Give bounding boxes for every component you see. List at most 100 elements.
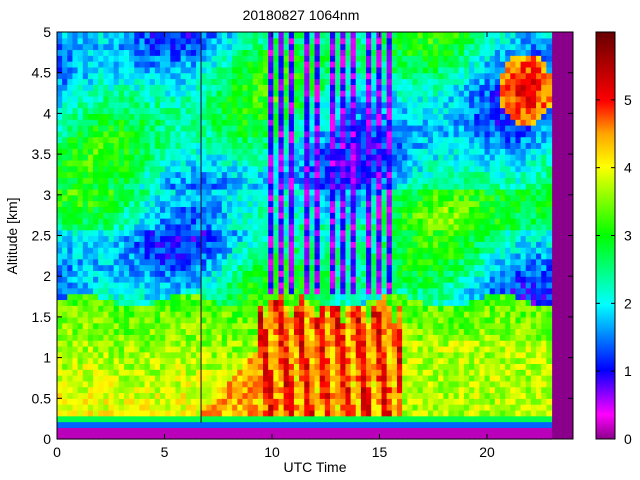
heatmap-cell (345, 421, 352, 428)
heatmap-cell (407, 49, 414, 56)
heatmap-cell (396, 427, 403, 434)
heatmap-cell (134, 386, 141, 394)
heatmap-cell (252, 340, 259, 347)
heatmap-cell (154, 258, 161, 266)
heatmap-cell (139, 154, 146, 161)
heatmap-cell (340, 61, 347, 68)
heatmap-cell (396, 84, 403, 91)
heatmap-cell (407, 154, 414, 161)
heatmap-cell (196, 130, 202, 138)
heatmap-cell (129, 218, 135, 225)
heatmap-cell (273, 223, 280, 231)
heatmap-cell (309, 293, 316, 301)
heatmap-cell (283, 125, 290, 132)
heatmap-cell (422, 334, 429, 341)
heatmap-cell (237, 311, 244, 318)
heatmap-cell (242, 322, 249, 330)
heatmap-cell (87, 421, 94, 428)
heatmap-cell (118, 322, 125, 330)
heatmap-cell (226, 322, 233, 330)
heatmap-cell (283, 392, 290, 399)
heatmap-cell (237, 282, 244, 289)
heatmap-cell (57, 84, 63, 91)
heatmap-cell (242, 125, 249, 132)
heatmap-cell (221, 218, 228, 225)
heatmap-cell (345, 363, 352, 370)
heatmap-cell (335, 270, 341, 277)
heatmap-cell (108, 194, 115, 202)
heatmap-cell (355, 125, 362, 132)
heatmap-cell (72, 282, 79, 289)
heatmap-cell (288, 293, 295, 301)
heatmap-cell (108, 258, 115, 266)
heatmap-cell (293, 258, 300, 266)
heatmap-cell (82, 241, 89, 248)
heatmap-cell (175, 142, 182, 149)
heatmap-cell (67, 433, 74, 440)
heatmap-cell (67, 334, 74, 341)
heatmap-cell (144, 154, 151, 161)
heatmap-cell (345, 427, 352, 434)
heatmap-cell (196, 270, 202, 277)
heatmap-cell (237, 90, 244, 97)
heatmap-cell (149, 154, 156, 161)
heatmap-cell (129, 84, 135, 91)
heatmap-cell (62, 386, 68, 394)
heatmap-cell (381, 72, 388, 80)
heatmap-cell (345, 433, 352, 440)
heatmap-cell (345, 78, 352, 85)
heatmap-cell (288, 229, 295, 237)
heatmap-cell (345, 252, 352, 260)
heatmap-cell (242, 287, 249, 295)
heatmap-cell (335, 305, 341, 312)
heatmap-cell (185, 194, 192, 202)
heatmap-cell (417, 351, 424, 359)
heatmap-cell (67, 95, 74, 103)
heatmap-cell (190, 334, 197, 341)
heatmap-cell (360, 340, 367, 347)
heatmap-cell (129, 409, 135, 417)
heatmap-cell (412, 305, 419, 312)
heatmap-cell (175, 421, 182, 428)
heatmap-cell (396, 404, 403, 411)
heatmap-cell (185, 72, 192, 80)
heatmap-cell (98, 270, 104, 277)
heatmap-cell (165, 165, 171, 173)
heatmap-cell (252, 357, 259, 365)
heatmap-cell (360, 218, 367, 225)
heatmap-cell (268, 119, 274, 126)
heatmap-cell (77, 328, 84, 335)
heatmap-cell (293, 305, 300, 312)
heatmap-cell (263, 258, 269, 266)
heatmap-cell (144, 107, 151, 114)
heatmap-cell (82, 305, 89, 312)
heatmap-cell (396, 287, 403, 295)
heatmap-cell (129, 165, 135, 173)
heatmap-cell (118, 136, 125, 144)
heatmap-cell (396, 241, 403, 248)
heatmap-cell (185, 270, 192, 277)
heatmap-cell (366, 270, 372, 277)
heatmap-cell (118, 171, 125, 178)
heatmap-cell (170, 159, 177, 167)
heatmap-cell (273, 66, 280, 74)
heatmap-cell (206, 159, 213, 167)
heatmap-cell (98, 194, 104, 202)
heatmap-cell (165, 113, 171, 120)
heatmap-cell (237, 270, 244, 277)
heatmap-cell (283, 345, 290, 353)
heatmap-cell (211, 90, 218, 97)
heatmap-cell (350, 247, 357, 254)
heatmap-cell (72, 375, 79, 382)
heatmap-cell (216, 287, 223, 295)
heatmap-cell (175, 398, 182, 405)
heatmap-cell (314, 345, 321, 353)
heatmap-cell (82, 311, 89, 318)
heatmap-cell (185, 415, 192, 423)
heatmap-cell (319, 223, 326, 231)
heatmap-cell (165, 107, 171, 114)
heatmap-cell (93, 95, 99, 103)
heatmap-cell (62, 241, 68, 248)
heatmap-cell (417, 188, 424, 196)
heatmap-cell (139, 363, 146, 370)
